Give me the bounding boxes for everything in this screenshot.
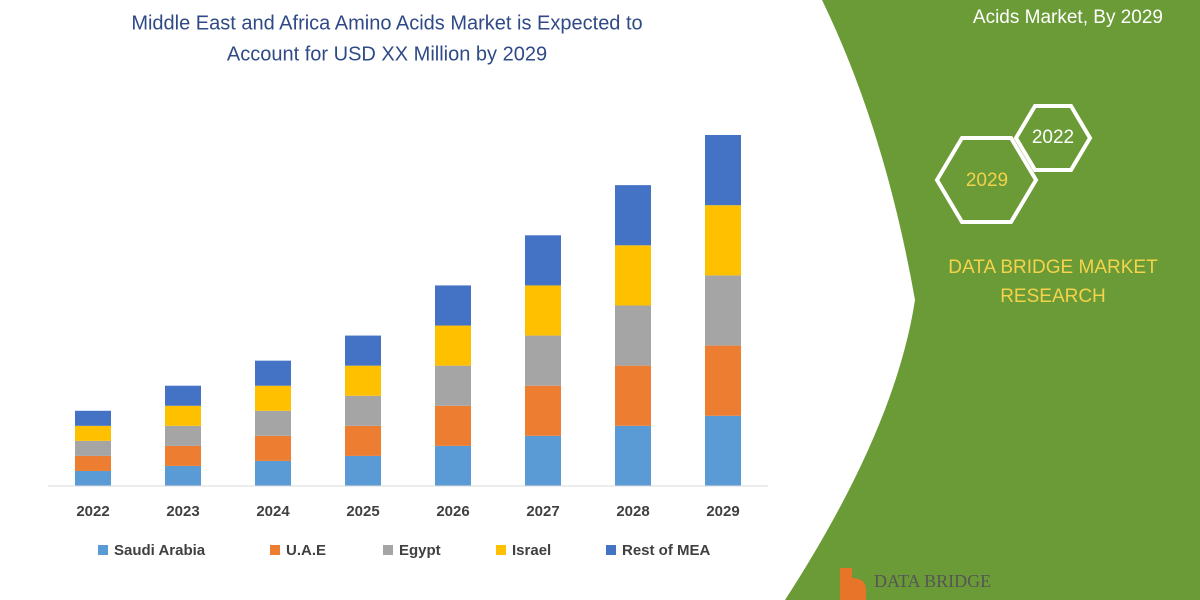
bar-segment	[255, 435, 291, 461]
bar-segment	[705, 415, 741, 486]
hexagon-label: 2022	[1032, 127, 1074, 148]
bar-segment	[345, 455, 381, 486]
bar-segment	[615, 305, 651, 366]
brand-text: RESEARCH	[1000, 286, 1106, 307]
legend-swatch	[270, 545, 280, 555]
brand-text: DATA BRIDGE MARKET	[948, 257, 1158, 278]
bar-segment	[615, 365, 651, 426]
bar-segment	[525, 435, 561, 486]
bar-segment	[255, 410, 291, 436]
bar-segment	[525, 235, 561, 286]
bar-segment	[255, 385, 291, 411]
legend-label: Egypt	[399, 542, 441, 559]
chart-title: Account for USD XX Million by 2029	[227, 43, 547, 65]
hexagon	[934, 136, 1039, 224]
bar-segment	[165, 445, 201, 466]
legend-label: Rest of MEA	[622, 542, 711, 559]
bar-segment	[165, 425, 201, 446]
bar-segment	[615, 185, 651, 246]
legend-label: U.A.E	[286, 542, 326, 559]
bar-segment	[345, 335, 381, 366]
legend-swatch	[496, 545, 506, 555]
x-tick-label: 2025	[346, 503, 379, 520]
legend-swatch	[383, 545, 393, 555]
chart-title: Middle East and Africa Amino Acids Marke…	[131, 12, 642, 34]
bar-segment	[75, 470, 111, 486]
bar-segment	[705, 275, 741, 346]
x-tick-label: 2029	[706, 503, 739, 520]
bar-segment	[165, 385, 201, 406]
bar-segment	[165, 465, 201, 486]
x-tick-label: 2022	[76, 503, 109, 520]
hexagon-label: 2029	[966, 170, 1008, 191]
x-tick-label: 2028	[616, 503, 649, 520]
bar-segment	[705, 205, 741, 276]
x-tick-label: 2024	[256, 503, 290, 520]
bar-segment	[435, 365, 471, 406]
bar-segment	[255, 360, 291, 386]
bar-segment	[345, 395, 381, 426]
green-panel	[785, 0, 1200, 600]
bar-segment	[615, 425, 651, 486]
bar-segment	[705, 345, 741, 416]
legend-label: Israel	[512, 542, 551, 559]
bar-segment	[255, 460, 291, 486]
bar-segment	[435, 445, 471, 486]
bar-segment	[75, 410, 111, 426]
bar-segment	[705, 135, 741, 206]
legend-swatch	[98, 545, 108, 555]
logo-text: DATA BRIDGE	[874, 571, 991, 591]
bar-segment	[615, 245, 651, 306]
x-tick-label: 2023	[166, 503, 199, 520]
logo-icon	[840, 568, 866, 600]
x-tick-label: 2026	[436, 503, 469, 520]
bar-segment	[75, 425, 111, 441]
bar-segment	[435, 405, 471, 446]
bar-segment	[525, 285, 561, 336]
bar-segment	[435, 325, 471, 366]
bar-segment	[525, 385, 561, 436]
bar-segment	[165, 405, 201, 426]
x-tick-label: 2027	[526, 503, 559, 520]
legend-label: Saudi Arabia	[114, 542, 206, 559]
bar-segment	[435, 285, 471, 326]
legend-swatch	[606, 545, 616, 555]
bar-segment	[345, 365, 381, 396]
hexagon	[1013, 104, 1093, 172]
bar-segment	[345, 425, 381, 456]
bar-segment	[525, 335, 561, 386]
panel-heading: Acids Market, By 2029	[973, 7, 1163, 28]
bar-segment	[75, 440, 111, 456]
bar-segment	[75, 455, 111, 471]
